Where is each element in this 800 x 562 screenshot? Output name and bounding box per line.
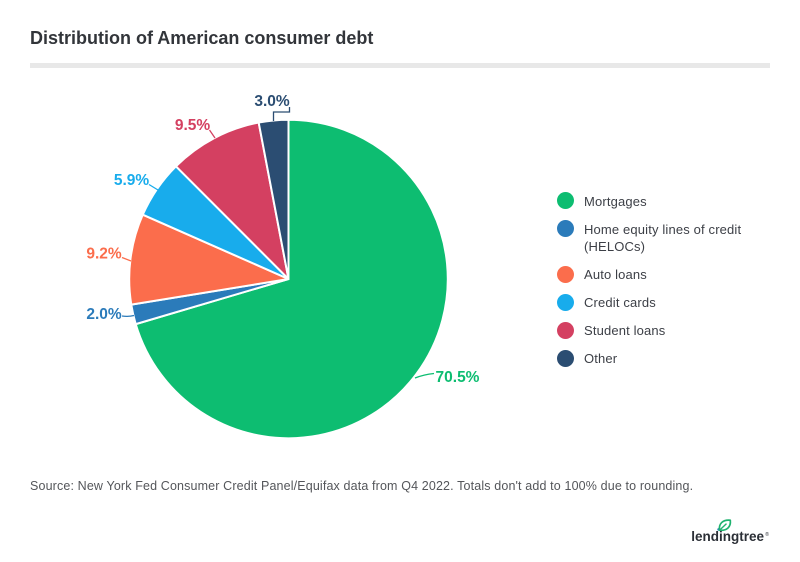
svg-text:9.2%: 9.2% <box>86 246 122 263</box>
svg-text:®: ® <box>765 531 769 538</box>
svg-text:70.5%: 70.5% <box>436 369 480 386</box>
svg-text:3.0%: 3.0% <box>254 93 290 110</box>
svg-text:lendingtree: lendingtree <box>691 529 764 544</box>
svg-text:2.0%: 2.0% <box>86 306 122 323</box>
svg-text:9.5%: 9.5% <box>175 117 211 134</box>
svg-text:5.9%: 5.9% <box>114 172 150 189</box>
